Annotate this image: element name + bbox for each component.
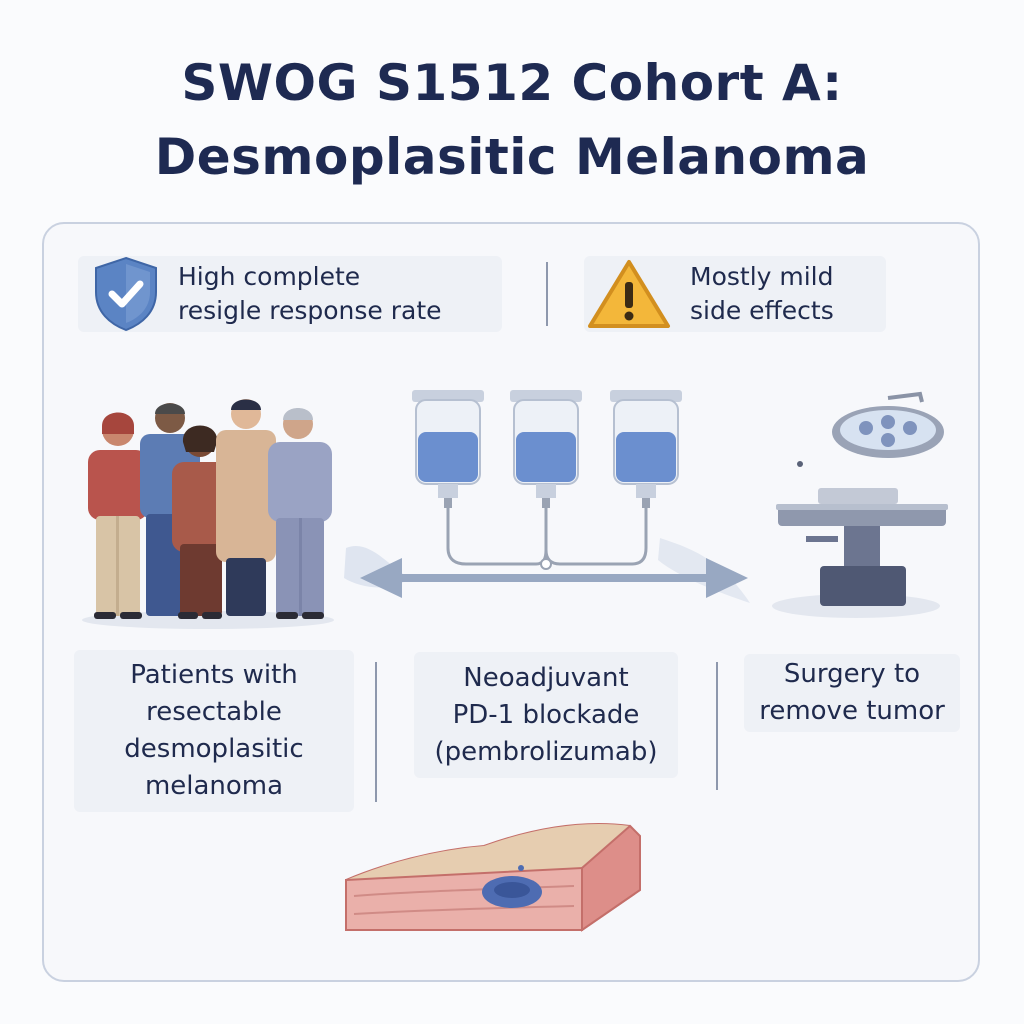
iv-infusion-bags-icon — [344, 390, 750, 603]
divider-top — [546, 262, 548, 326]
outcome-response-rate: High complete resigle response rate — [78, 256, 502, 332]
step-patients-line-4: melanoma — [144, 771, 284, 801]
step-treatment-line-1: Neoadjuvant — [463, 662, 629, 693]
warning-triangle-icon — [588, 260, 670, 328]
step-treatment-label: Neoadjuvant PD-1 blockade (pembrolizumab… — [414, 652, 678, 778]
step-surgery-line-2: remove tumor — [759, 696, 945, 726]
step-patients-line-3: desmoplasitic — [124, 734, 304, 764]
patients-group-icon — [82, 399, 334, 629]
outcome-response-line-2: resigle response rate — [178, 296, 442, 325]
step-patients-label: Patients with resectable desmoplasitic m… — [74, 650, 354, 812]
step-treatment-line-3: (pembrolizumab) — [434, 736, 658, 767]
outcome-response-line-1: High complete — [178, 262, 361, 291]
step-surgery-line-1: Surgery to — [783, 659, 921, 689]
divider-right — [716, 662, 718, 790]
step-surgery-label: Surgery to remove tumor — [744, 654, 960, 732]
outcome-side-effects-line-2: side effects — [690, 296, 834, 325]
surgery-table-icon — [772, 391, 948, 618]
outcome-side-effects-line-1: Mostly mild — [690, 262, 834, 291]
step-treatment-line-2: PD-1 blockade — [452, 699, 640, 730]
outcome-side-effects: Mostly mild side effects — [584, 256, 886, 332]
page-title: SWOG S1512 Cohort A: Desmoplasitic Melan… — [0, 46, 1024, 194]
skin-tissue-tumor-icon — [345, 823, 641, 932]
step-patients-line-2: resectable — [146, 697, 282, 727]
shield-check-icon — [95, 256, 157, 332]
title-line-1: SWOG S1512 Cohort A: — [181, 54, 843, 112]
divider-left — [375, 662, 377, 802]
step-patients-line-1: Patients with — [130, 660, 298, 690]
title-line-2: Desmoplasitic Melanoma — [154, 128, 870, 186]
